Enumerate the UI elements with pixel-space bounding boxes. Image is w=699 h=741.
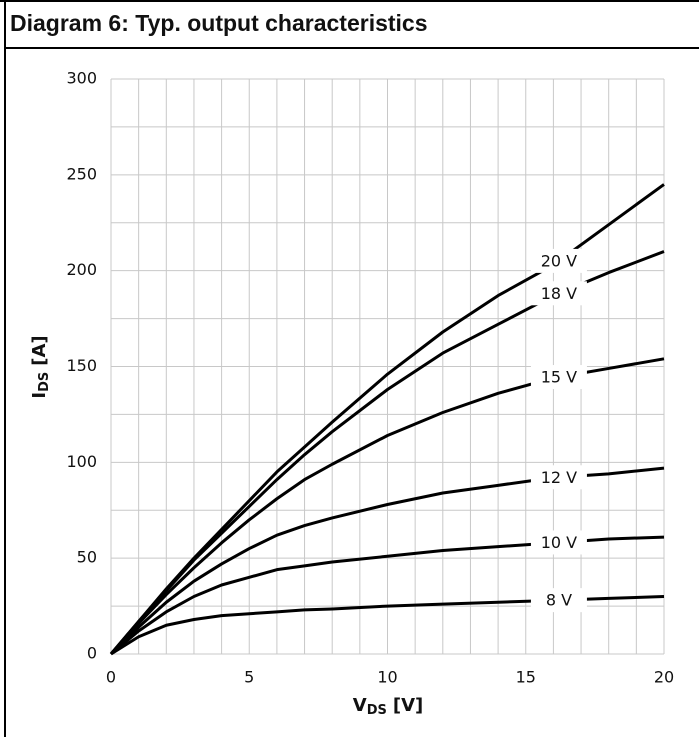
series-label: 15 V (541, 368, 577, 387)
x-tick-label: 5 (244, 668, 254, 687)
series-label: 10 V (541, 533, 577, 552)
y-tick-label: 0 (87, 644, 97, 663)
x-tick-label: 0 (106, 668, 116, 687)
x-label-sub: DS (367, 703, 387, 718)
x-tick-label: 20 (654, 668, 674, 687)
label-background (530, 588, 587, 613)
x-tick-label: 10 (377, 668, 397, 687)
series-label: 18 V (541, 284, 577, 303)
series-label: 12 V (541, 468, 577, 487)
y-tick-label: 150 (66, 356, 97, 375)
label-background (530, 248, 587, 273)
x-label-unit: [V] (393, 695, 423, 716)
y-label-sub: DS (37, 372, 52, 392)
series-label: 8 V (546, 591, 572, 610)
x-tick-label: 15 (516, 668, 536, 687)
y-axis-label: IDS [A] (29, 335, 52, 398)
y-tick-label: 250 (66, 164, 97, 183)
label-background (530, 281, 587, 306)
label-background (530, 530, 587, 555)
chart-title: Diagram 6: Typ. output characteristics (10, 10, 428, 36)
y-tick-label: 50 (77, 548, 97, 567)
x-label-main: V (353, 695, 367, 716)
x-axis-label: VDS [V] (353, 695, 423, 718)
label-background (530, 365, 587, 390)
y-tick-label: 300 (66, 69, 97, 88)
y-label-main: I (29, 392, 50, 399)
y-label-unit: [A] (29, 335, 50, 365)
label-background (530, 465, 587, 490)
series-label: 20 V (541, 251, 577, 270)
y-tick-label: 200 (66, 260, 97, 279)
y-tick-label: 100 (66, 452, 97, 471)
